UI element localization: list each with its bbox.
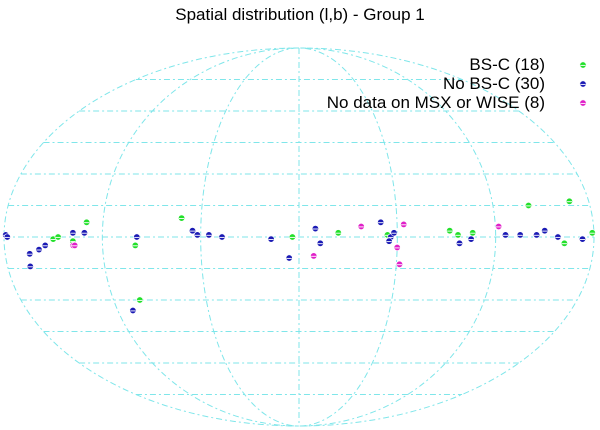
legend: BS-C (18)No BS-C (30)No data on MSX or W…: [327, 55, 587, 112]
projection-grid: [3, 47, 595, 427]
legend-label: No data on MSX or WISE (8): [327, 93, 545, 112]
legend-label: BS-C (18): [469, 55, 545, 74]
data-points: [2, 197, 596, 314]
legend-label: No BS-C (30): [443, 74, 545, 93]
chart-title: Spatial distribution (l,b) - Group 1: [175, 5, 424, 24]
